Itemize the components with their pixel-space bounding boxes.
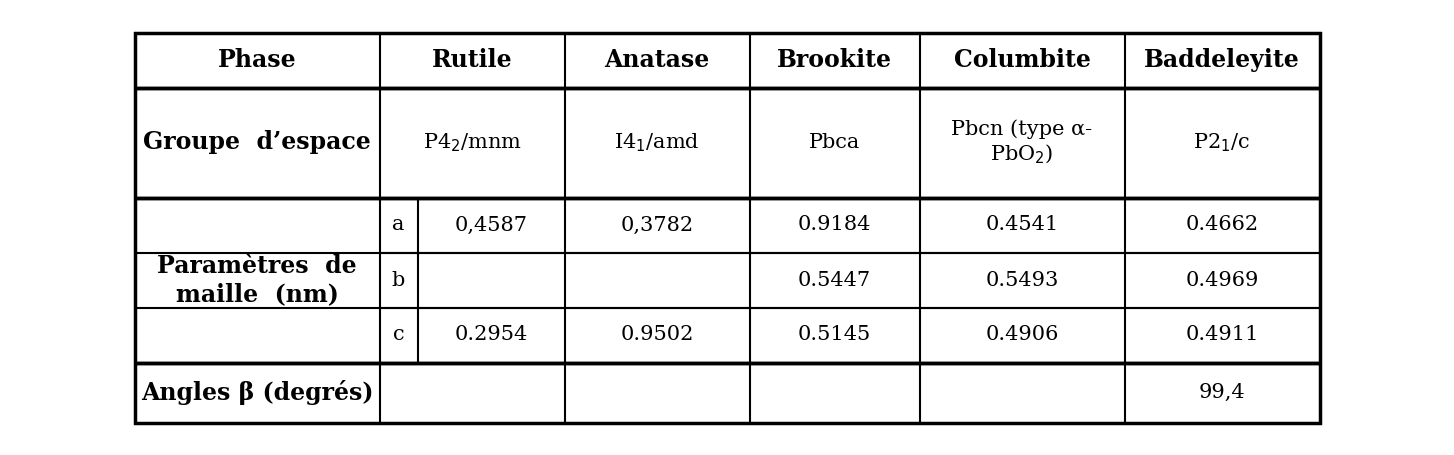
Text: c: c — [393, 325, 404, 344]
Text: Anatase: Anatase — [605, 48, 710, 72]
Text: 0,4587: 0,4587 — [455, 216, 528, 234]
Text: Pbcn (type α-
PbO$_2$): Pbcn (type α- PbO$_2$) — [951, 119, 1092, 166]
Text: 99,4: 99,4 — [1198, 383, 1245, 402]
Text: I4$_1$/amd: I4$_1$/amd — [614, 131, 699, 154]
Text: 0.4911: 0.4911 — [1185, 325, 1259, 344]
Text: 0.9184: 0.9184 — [798, 216, 871, 234]
Text: Rutile: Rutile — [432, 48, 512, 72]
Text: b: b — [393, 271, 406, 289]
Text: 0.5493: 0.5493 — [986, 271, 1059, 289]
Text: P2$_1$/c: P2$_1$/c — [1194, 131, 1250, 154]
Text: 0.5145: 0.5145 — [798, 325, 871, 344]
Text: 0.9502: 0.9502 — [621, 325, 694, 344]
Text: 0.4906: 0.4906 — [986, 325, 1059, 344]
Text: Brookite: Brookite — [776, 48, 891, 72]
Text: 0.4969: 0.4969 — [1185, 271, 1259, 289]
Text: Groupe  d’espace: Groupe d’espace — [142, 131, 371, 155]
Text: Baddeleyite: Baddeleyite — [1144, 48, 1300, 72]
Text: P4$_2$/mnm: P4$_2$/mnm — [423, 131, 522, 154]
Text: Paramètres  de
maille  (nm): Paramètres de maille (nm) — [157, 254, 356, 306]
Bar — [135, 32, 1319, 423]
Text: 0,3782: 0,3782 — [621, 216, 694, 234]
Text: Angles β (degrés): Angles β (degrés) — [141, 380, 374, 405]
Text: Pbca: Pbca — [808, 133, 861, 152]
Text: 0.5447: 0.5447 — [798, 271, 871, 289]
Text: a: a — [393, 216, 404, 234]
Text: Phase: Phase — [218, 48, 297, 72]
Text: 0.4541: 0.4541 — [986, 216, 1059, 234]
Text: 0.2954: 0.2954 — [454, 325, 528, 344]
Text: Columbite: Columbite — [954, 48, 1090, 72]
Text: 0.4662: 0.4662 — [1185, 216, 1259, 234]
